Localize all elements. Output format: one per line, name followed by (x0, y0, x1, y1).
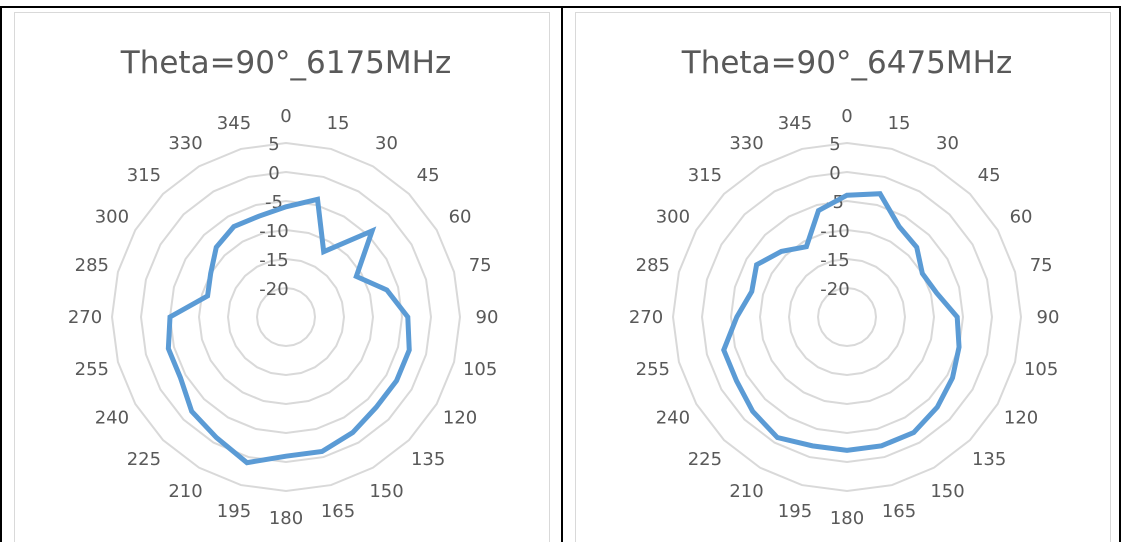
angle-label: 0 (841, 106, 852, 127)
angle-label: 120 (1004, 408, 1038, 429)
angle-label: 90 (476, 307, 499, 328)
angle-label: 315 (688, 165, 722, 186)
angle-label: 120 (443, 408, 477, 429)
angle-label: 135 (972, 449, 1006, 470)
angle-label: 45 (978, 165, 1001, 186)
angle-label: 210 (729, 481, 763, 502)
angle-label: 315 (127, 165, 161, 186)
angle-label: 300 (656, 207, 690, 228)
grid-ring (110, 141, 462, 493)
angle-label: 345 (778, 113, 812, 134)
series-line (721, 191, 962, 453)
angle-label: 150 (930, 481, 964, 502)
angle-label: 225 (127, 449, 161, 470)
angle-label: 330 (168, 133, 202, 154)
grid-ring (255, 286, 317, 348)
angle-label: 195 (778, 501, 812, 522)
angle-label: 105 (1024, 359, 1058, 380)
angle-label: 45 (417, 165, 440, 186)
angle-label: 15 (327, 113, 350, 134)
grid-ring (168, 199, 404, 435)
angle-label: 330 (729, 133, 763, 154)
angle-label: 60 (1010, 207, 1033, 228)
radial-tick-label: -20 (259, 279, 288, 300)
angle-label: 255 (636, 359, 670, 380)
angle-label: 210 (168, 481, 202, 502)
radial-tick-label: -10 (259, 221, 288, 242)
angle-label: 180 (269, 508, 303, 529)
grid-ring (139, 170, 433, 464)
table-left-border (0, 6, 2, 542)
table-top-border (0, 6, 1121, 8)
angle-label: 270 (629, 307, 663, 328)
radial-tick-label: 5 (268, 134, 279, 155)
angle-label: 240 (656, 408, 690, 429)
chart-panel-6175: Theta=90°_6175MHz 0 15 30 45 60 75 90 105 120 135 1… (14, 12, 550, 542)
angle-label: 150 (369, 481, 403, 502)
radial-tick-label: -15 (259, 250, 288, 271)
table-middle-border (561, 6, 563, 542)
grid-ring (816, 286, 878, 348)
series-line (165, 196, 412, 466)
angle-label: 60 (449, 207, 472, 228)
angle-label: 225 (688, 449, 722, 470)
angle-label: 285 (636, 255, 670, 276)
chart-title: Theta=90°_6475MHz (681, 45, 1012, 81)
angle-label: 165 (882, 501, 916, 522)
angle-label: 255 (75, 359, 109, 380)
angle-label: 135 (411, 449, 445, 470)
radial-tick-label: 0 (829, 163, 840, 184)
grid-ring (729, 199, 965, 435)
chart-panel-6475: Theta=90°_6475MHz 0 15 30 45 60 75 90 105 120 135 1… (575, 12, 1111, 542)
angle-label: 300 (95, 207, 129, 228)
radial-tick-label: -20 (820, 279, 849, 300)
grid-ring (671, 141, 1023, 493)
angle-label: 180 (830, 508, 864, 529)
radial-tick-label: -10 (820, 221, 849, 242)
angle-label: 270 (68, 307, 102, 328)
angle-label: 75 (469, 255, 492, 276)
angle-label: 0 (280, 106, 291, 127)
radial-tick-label: 5 (829, 134, 840, 155)
table-right-border (1119, 6, 1121, 542)
angle-label: 105 (463, 359, 497, 380)
angle-label: 15 (888, 113, 911, 134)
radar-chart-6175: Theta=90°_6175MHz 0 15 30 45 60 75 90 105 120 135 1… (68, 45, 499, 529)
angle-label: 90 (1037, 307, 1060, 328)
radial-tick-label: -15 (820, 250, 849, 271)
grid-ring (787, 257, 907, 377)
angle-label: 345 (217, 113, 251, 134)
radial-tick-label: 0 (268, 163, 279, 184)
angle-label: 30 (375, 133, 398, 154)
angle-label: 195 (217, 501, 251, 522)
radar-chart-6475: Theta=90°_6475MHz 0 15 30 45 60 75 90 105 120 135 1… (629, 45, 1060, 529)
grid-ring (700, 170, 994, 464)
angle-label: 75 (1030, 255, 1053, 276)
angle-label: 240 (95, 408, 129, 429)
grid-ring (226, 257, 346, 377)
angle-label: 30 (936, 133, 959, 154)
angle-label: 165 (321, 501, 355, 522)
chart-title: Theta=90°_6175MHz (120, 45, 451, 81)
angle-label: 285 (75, 255, 109, 276)
